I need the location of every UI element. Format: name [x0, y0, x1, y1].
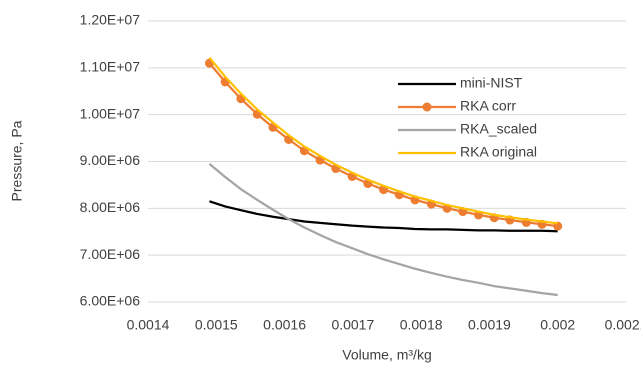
x-tick-label: 0.0016 — [263, 317, 306, 333]
y-axis-label: Pressure, Pa — [9, 120, 25, 201]
y-tick-label: 7.00E+06 — [80, 246, 141, 262]
legend-marker — [422, 102, 432, 112]
y-tick-label: 8.00E+06 — [80, 199, 141, 215]
series-line — [208, 56, 558, 225]
x-tick-label: 0.0021 — [605, 317, 641, 333]
legend-label: mini-NIST — [460, 75, 523, 91]
x-tick-label: 0.0015 — [195, 317, 238, 333]
series-line — [208, 162, 558, 297]
y-tick-label: 1.20E+07 — [80, 12, 141, 28]
series-line — [209, 200, 558, 233]
x-axis-label: Volume, m³/kg — [342, 347, 431, 363]
y-tick-label: 9.00E+06 — [80, 152, 141, 168]
x-tick-label: 0.0018 — [400, 317, 443, 333]
x-tick-label: 0.0014 — [127, 317, 170, 333]
x-tick-label: 0.0017 — [331, 317, 374, 333]
y-tick-label: 6.00E+06 — [80, 293, 141, 309]
legend-label: RKA corr — [460, 98, 516, 114]
legend-label: RKA_scaled — [460, 121, 537, 137]
y-tick-label: 1.00E+07 — [80, 105, 141, 121]
x-tick-label: 0.0019 — [468, 317, 511, 333]
legend-label: RKA original — [460, 144, 537, 160]
y-tick-label: 1.10E+07 — [80, 59, 141, 75]
x-tick-label: 0.002 — [540, 317, 575, 333]
